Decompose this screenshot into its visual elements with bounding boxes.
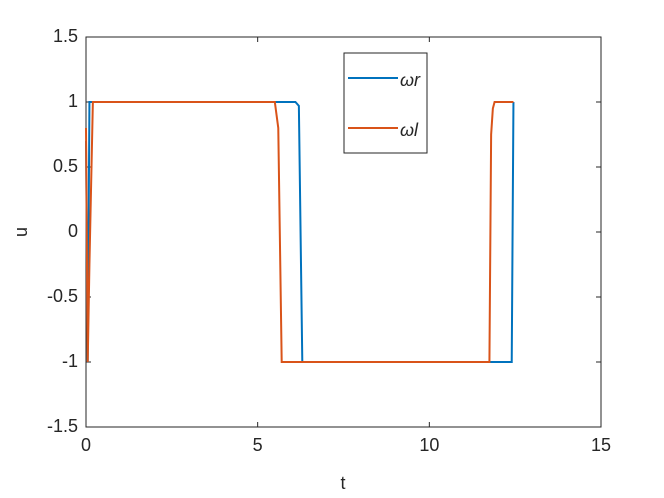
data-line — [85, 101, 514, 363]
x-axis-label: t — [340, 473, 345, 493]
legend-box — [343, 52, 428, 154]
y-tick-label: -0.5 — [47, 286, 78, 306]
x-tick-label: 0 — [81, 435, 91, 455]
y-tick-label: 1 — [68, 91, 78, 111]
y-tick-label: -1 — [62, 351, 78, 371]
y-tick-label: 0 — [68, 221, 78, 241]
y-tick-label: 0.5 — [53, 156, 78, 176]
legend-label: ωr — [400, 70, 421, 90]
y-axis-label: u — [11, 227, 31, 237]
y-tick-label: -1.5 — [47, 416, 78, 436]
x-tick-label: 15 — [591, 435, 611, 455]
legend-label: ωl — [400, 120, 419, 140]
y-tick-label: 1.5 — [53, 26, 78, 46]
x-tick-label: 5 — [253, 435, 263, 455]
x-tick-label: 10 — [419, 435, 439, 455]
